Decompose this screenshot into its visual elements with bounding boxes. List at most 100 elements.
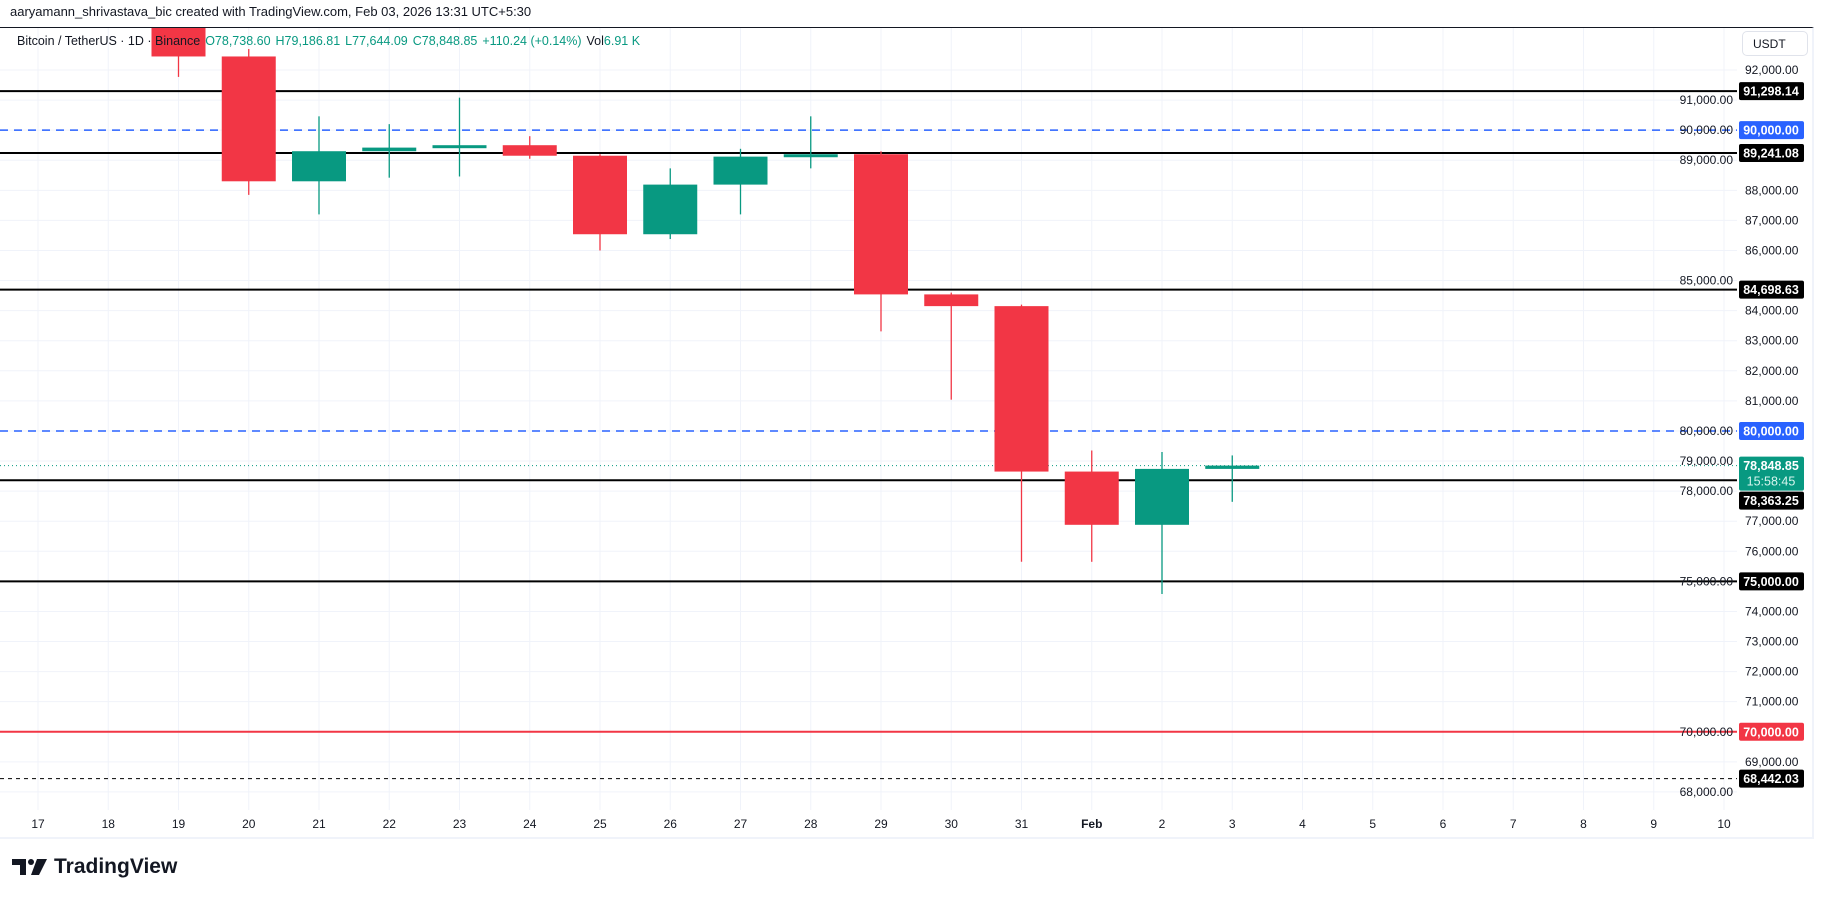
price-tick-label: 82,000.00 bbox=[1745, 364, 1799, 378]
time-tick-label: 2 bbox=[1159, 817, 1166, 831]
time-tick-label: 19 bbox=[172, 817, 186, 831]
price-tick-label: 92,000.00 bbox=[1745, 63, 1799, 77]
chart-frame bbox=[0, 27, 1814, 839]
price-tick-label: 71,000.00 bbox=[1745, 695, 1799, 709]
candle-body bbox=[1064, 471, 1119, 525]
time-tick-label: 7 bbox=[1510, 817, 1517, 831]
candle-body bbox=[713, 156, 768, 185]
chart-credit: aaryamann_shrivastava_bic created with T… bbox=[10, 4, 532, 19]
candles bbox=[151, 28, 1260, 594]
price-tick-label: 90,000.00 bbox=[1680, 123, 1734, 137]
price-tag bbox=[1739, 769, 1804, 788]
time-tick-label: 9 bbox=[1650, 817, 1657, 831]
tradingview-logo-icon bbox=[12, 859, 47, 875]
price-tag bbox=[1739, 121, 1804, 140]
candle-body bbox=[362, 147, 417, 152]
time-tick-label: 17 bbox=[31, 817, 45, 831]
price-tick-label: 80,000.00 bbox=[1680, 424, 1734, 438]
price-tick-label: 70,000.00 bbox=[1680, 725, 1734, 739]
candle-body bbox=[502, 145, 557, 156]
bar-countdown: 15:58:45 bbox=[1747, 475, 1796, 489]
price-tag bbox=[1739, 722, 1804, 741]
time-tick-label: 21 bbox=[312, 817, 326, 831]
price-tag-label: 84,698.63 bbox=[1743, 283, 1799, 297]
price-tick-label: 73,000.00 bbox=[1745, 635, 1799, 649]
ohlc-close: C78,848.85 bbox=[412, 34, 478, 48]
price-tick-label: 72,000.00 bbox=[1745, 665, 1799, 679]
symbol-name[interactable]: Bitcoin / TetherUS · 1D · Binance bbox=[17, 34, 201, 48]
price-tag-label: 90,000.00 bbox=[1743, 124, 1799, 138]
ohlc-high: H79,186.81 bbox=[275, 34, 341, 48]
time-tick-label: 3 bbox=[1229, 817, 1236, 831]
candle-body bbox=[432, 145, 487, 149]
time-tick-label: 6 bbox=[1440, 817, 1447, 831]
currency-unit-button[interactable]: USDT bbox=[1742, 31, 1808, 56]
time-tick-label: 28 bbox=[804, 817, 818, 831]
price-tag-label: 68,442.03 bbox=[1743, 772, 1799, 786]
horizontal-lines bbox=[0, 90, 1737, 780]
price-tick-label: 75,000.00 bbox=[1680, 574, 1734, 588]
price-tag bbox=[1739, 572, 1804, 591]
price-tick-label: 78,000.00 bbox=[1680, 484, 1734, 498]
time-tick-label: 31 bbox=[1015, 817, 1029, 831]
price-tick-label: 89,000.00 bbox=[1680, 153, 1734, 167]
time-tick-label: 20 bbox=[242, 817, 256, 831]
price-tick-label: 77,000.00 bbox=[1745, 514, 1799, 528]
time-tick-label: 8 bbox=[1580, 817, 1587, 831]
time-tick-label: 29 bbox=[874, 817, 888, 831]
symbol-legend: Bitcoin / TetherUS · 1D · Binance O78,738… bbox=[17, 34, 645, 48]
time-tick-label: 30 bbox=[945, 817, 959, 831]
price-tick-label: 76,000.00 bbox=[1745, 544, 1799, 558]
time-tick-label: 24 bbox=[523, 817, 537, 831]
price-tag-label: 78,363.25 bbox=[1743, 494, 1799, 508]
candle-body bbox=[783, 154, 838, 158]
price-tag-label: 80,000.00 bbox=[1743, 424, 1799, 438]
price-tag bbox=[1739, 491, 1804, 510]
price-tags: 91,298.14 90,000.00 89,241.08 84,698.63 80,0… bbox=[1739, 82, 1804, 788]
time-tick-label: 18 bbox=[102, 817, 116, 831]
price-tag bbox=[1739, 421, 1804, 440]
time-tick-label: 23 bbox=[453, 817, 467, 831]
volume-label: Vol bbox=[586, 34, 604, 48]
ohlc-low: L77,644.09 bbox=[345, 34, 408, 48]
price-tick-label: 74,000.00 bbox=[1745, 604, 1799, 618]
price-tag bbox=[1739, 280, 1804, 299]
price-tick-label: 68,000.00 bbox=[1680, 785, 1734, 799]
candle-body bbox=[1135, 468, 1189, 525]
time-axis[interactable]: 17 18 19 20 21 22 23 24 25 26 27 28 29 30 31 Feb 2 3 4 5 6 7 8… bbox=[31, 817, 1731, 831]
volume-value: 6.91 K bbox=[603, 34, 641, 48]
ohlc-change: +110.24 (+0.14%) bbox=[482, 34, 582, 48]
price-tick-label: 88,000.00 bbox=[1745, 183, 1799, 197]
time-tick-label: 22 bbox=[383, 817, 397, 831]
price-tick-label: 81,000.00 bbox=[1745, 394, 1799, 408]
price-tick-label: 91,000.00 bbox=[1680, 93, 1734, 107]
brand-name: TradingView bbox=[54, 855, 178, 878]
time-tick-label: 25 bbox=[593, 817, 607, 831]
price-tag-label: 75,000.00 bbox=[1743, 575, 1799, 589]
candle-body bbox=[994, 306, 1049, 472]
price-tick-label: 85,000.00 bbox=[1680, 274, 1734, 288]
price-tick-label: 86,000.00 bbox=[1745, 243, 1799, 257]
price-tag bbox=[1739, 143, 1804, 162]
candle-body bbox=[151, 28, 206, 57]
time-tick-label: 10 bbox=[1717, 817, 1731, 831]
last-price-label: 78,848.85 bbox=[1743, 459, 1799, 473]
ohlc-open: O78,738.60 bbox=[205, 34, 271, 48]
price-tick-label: 79,000.00 bbox=[1680, 454, 1734, 468]
price-tick-label: 84,000.00 bbox=[1745, 304, 1799, 318]
tradingview-logo[interactable]: TradingView bbox=[12, 855, 177, 879]
price-tick-label: 83,000.00 bbox=[1745, 334, 1799, 348]
candle-body bbox=[573, 155, 627, 235]
time-tick-label: Feb bbox=[1081, 817, 1102, 831]
candle-body bbox=[643, 184, 698, 235]
price-tick-label: 69,000.00 bbox=[1745, 755, 1799, 769]
price-tick-label: 87,000.00 bbox=[1745, 213, 1799, 227]
price-tag-label: 89,241.08 bbox=[1743, 146, 1799, 160]
time-tick-label: 27 bbox=[734, 817, 748, 831]
price-tag bbox=[1739, 82, 1804, 101]
time-tick-label: 4 bbox=[1299, 817, 1306, 831]
candle-body bbox=[854, 154, 908, 295]
price-tag-label: 70,000.00 bbox=[1743, 725, 1799, 739]
price-axis[interactable]: 68,000.00 69,000.00 70,000.00 71,000.00 72,0… bbox=[1680, 63, 1799, 799]
